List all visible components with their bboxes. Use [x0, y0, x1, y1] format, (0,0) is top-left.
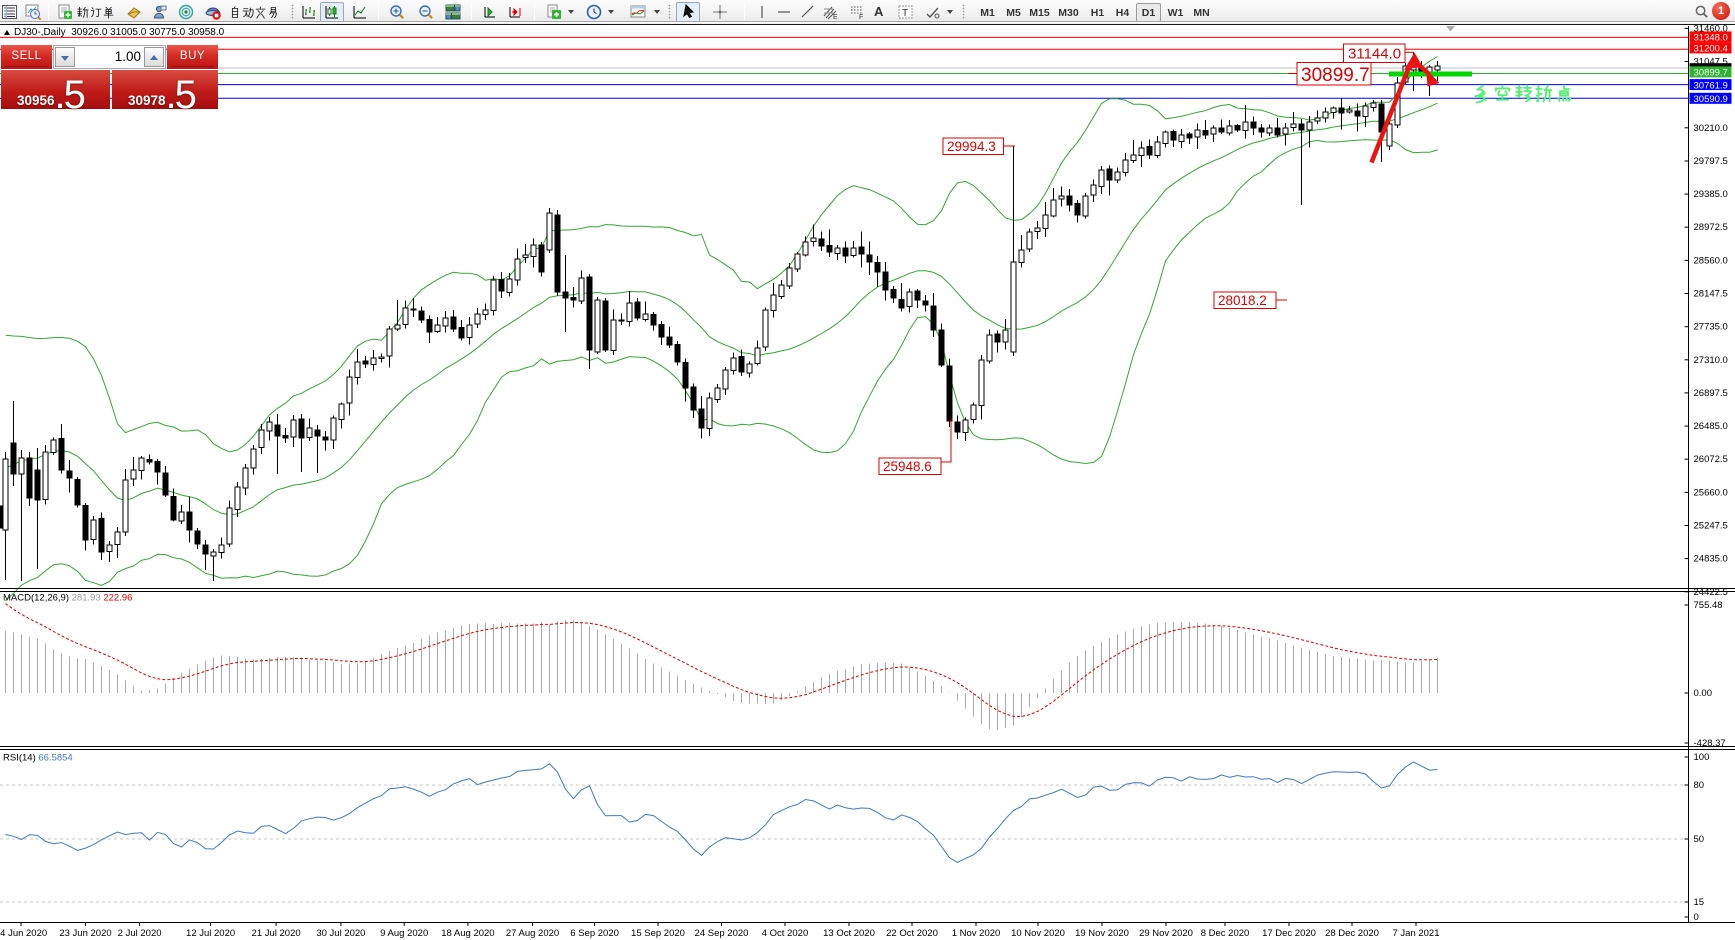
svg-text:30899.7: 30899.7: [1301, 65, 1370, 86]
svg-text:29385.0: 29385.0: [1694, 189, 1728, 200]
svg-text:30210.0: 30210.0: [1694, 123, 1728, 134]
svg-text:30 Jul 2020: 30 Jul 2020: [316, 928, 365, 939]
svg-text:31348.0: 31348.0: [1694, 33, 1728, 44]
svg-text:MACD(12,26,9) 281.93 222.96: MACD(12,26,9) 281.93 222.96: [3, 593, 132, 604]
svg-text:-428.37: -428.37: [1694, 738, 1726, 749]
svg-text:14 Jun 2020: 14 Jun 2020: [0, 928, 47, 939]
svg-text:23 Jun 2020: 23 Jun 2020: [59, 928, 111, 939]
svg-text:100: 100: [1694, 752, 1710, 763]
svg-text:8 Dec 2020: 8 Dec 2020: [1201, 928, 1250, 939]
svg-text:12 Jul 2020: 12 Jul 2020: [186, 928, 235, 939]
svg-text:F: F: [859, 14, 863, 20]
svg-text:9 Aug 2020: 9 Aug 2020: [380, 928, 428, 939]
svg-text:755.48: 755.48: [1694, 600, 1723, 611]
svg-text:28560.0: 28560.0: [1694, 255, 1728, 266]
svg-text:2 Jul 2020: 2 Jul 2020: [118, 928, 162, 939]
svg-text:30899.7: 30899.7: [1694, 68, 1728, 79]
svg-text:28972.5: 28972.5: [1694, 222, 1728, 233]
svg-text:18 Aug 2020: 18 Aug 2020: [441, 928, 494, 939]
svg-text:E: E: [833, 14, 838, 20]
svg-text:10 Nov 2020: 10 Nov 2020: [1011, 928, 1065, 939]
svg-text:24835.0: 24835.0: [1694, 554, 1728, 565]
svg-text:50: 50: [1694, 834, 1705, 845]
svg-text:31460.0: 31460.0: [1694, 23, 1728, 34]
svg-text:15: 15: [1694, 897, 1705, 908]
svg-text:25948.6: 25948.6: [883, 459, 932, 474]
svg-text:25660.0: 25660.0: [1694, 487, 1728, 498]
svg-text:31200.4: 31200.4: [1694, 44, 1728, 55]
svg-text:26072.5: 26072.5: [1694, 454, 1728, 465]
svg-text:30761.9: 30761.9: [1694, 80, 1728, 91]
svg-text:27310.0: 27310.0: [1694, 355, 1728, 366]
svg-text:1 Nov 2020: 1 Nov 2020: [952, 928, 1001, 939]
svg-text:28018.2: 28018.2: [1218, 293, 1267, 308]
svg-text:29994.3: 29994.3: [947, 139, 996, 154]
svg-text:28147.5: 28147.5: [1694, 289, 1728, 300]
svg-text:25247.5: 25247.5: [1694, 521, 1728, 532]
svg-text:0: 0: [1694, 912, 1699, 923]
svg-text:RSI(14) 66.5854: RSI(14) 66.5854: [3, 753, 73, 764]
svg-text:27 Aug 2020: 27 Aug 2020: [506, 928, 559, 939]
svg-text:6 Sep 2020: 6 Sep 2020: [570, 928, 619, 939]
svg-text:26897.5: 26897.5: [1694, 388, 1728, 399]
svg-text:26485.0: 26485.0: [1694, 421, 1728, 432]
svg-text:29 Nov 2020: 29 Nov 2020: [1139, 928, 1193, 939]
svg-text:24422.5: 24422.5: [1694, 587, 1728, 598]
svg-text:22 Oct 2020: 22 Oct 2020: [886, 928, 938, 939]
svg-text:17 Dec 2020: 17 Dec 2020: [1262, 928, 1316, 939]
svg-text:0.00: 0.00: [1694, 688, 1713, 699]
svg-text:80: 80: [1694, 780, 1705, 791]
svg-text:13 Oct 2020: 13 Oct 2020: [823, 928, 875, 939]
svg-text:24 Sep 2020: 24 Sep 2020: [695, 928, 749, 939]
svg-text:7 Jan 2021: 7 Jan 2021: [1392, 928, 1439, 939]
svg-text:29797.5: 29797.5: [1694, 156, 1728, 167]
svg-text:28 Dec 2020: 28 Dec 2020: [1325, 928, 1379, 939]
svg-text:31144.0: 31144.0: [1348, 46, 1401, 63]
svg-text:T: T: [902, 8, 908, 19]
svg-text:30590.9: 30590.9: [1694, 94, 1728, 105]
svg-text:27735.0: 27735.0: [1694, 322, 1728, 333]
svg-text:15 Sep 2020: 15 Sep 2020: [631, 928, 685, 939]
svg-text:21 Jul 2020: 21 Jul 2020: [252, 928, 301, 939]
svg-text:19 Nov 2020: 19 Nov 2020: [1075, 928, 1129, 939]
svg-text:31047.5: 31047.5: [1694, 57, 1728, 68]
svg-text:4 Oct 2020: 4 Oct 2020: [762, 928, 808, 939]
